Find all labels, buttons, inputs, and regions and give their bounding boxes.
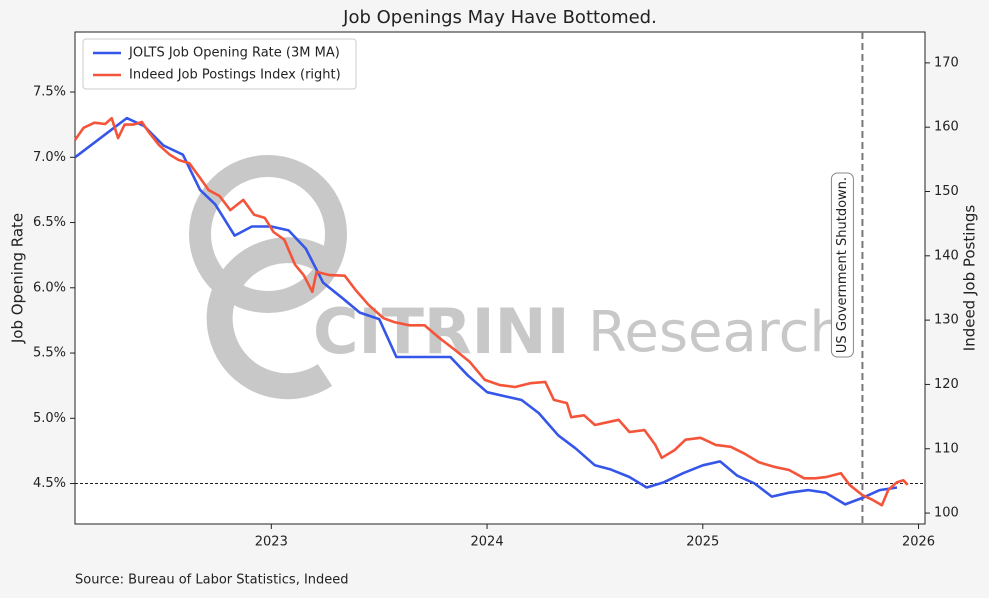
legend-label: Indeed Job Postings Index (right) (129, 68, 341, 83)
plot-frame (74, 31, 926, 525)
y-tick-label: 7.5% (33, 85, 66, 100)
y-tick-label: 5.0% (33, 411, 66, 426)
x-tick-label: 2026 (902, 535, 935, 550)
x-tick-label: 2025 (686, 535, 719, 550)
x-tick-label: 2023 (255, 535, 288, 550)
annotation-box (830, 172, 854, 358)
annotation: US Government Shutdown. (830, 172, 854, 358)
y-tick-label: 5.5% (33, 346, 66, 361)
y2-tick-label: 130 (934, 313, 959, 328)
series-line (73, 116, 909, 507)
legend-label: JOLTS Job Opening Rate (3M MA) (128, 46, 340, 61)
y-tick-label: 6.5% (33, 215, 66, 230)
annotation-text: US Government Shutdown. (835, 177, 850, 353)
x-tick-label: 2024 (471, 535, 504, 550)
y2-tick-label: 160 (934, 120, 959, 135)
source-note: Source: Bureau of Labor Statistics, Inde… (75, 573, 349, 588)
chart-title: Job Openings May Have Bottomed. (342, 7, 657, 28)
legend-box (82, 38, 357, 90)
y-tick-label: 6.0% (33, 280, 66, 295)
y2-axis-label: Indeed Job Postings (961, 205, 979, 352)
y-tick-label: 7.0% (33, 150, 66, 165)
series-line (74, 116, 898, 506)
y2-tick-label: 110 (934, 441, 959, 456)
y2-tick-label: 100 (934, 506, 959, 521)
y-axis-label: Job Opening Rate (9, 213, 27, 344)
y2-tick-label: 150 (934, 184, 959, 199)
y2-tick-label: 170 (934, 55, 959, 70)
y2-tick-label: 120 (934, 377, 959, 392)
watermark: Research (588, 300, 845, 365)
y-tick-label: 4.5% (33, 476, 66, 491)
y2-tick-label: 140 (934, 248, 959, 263)
